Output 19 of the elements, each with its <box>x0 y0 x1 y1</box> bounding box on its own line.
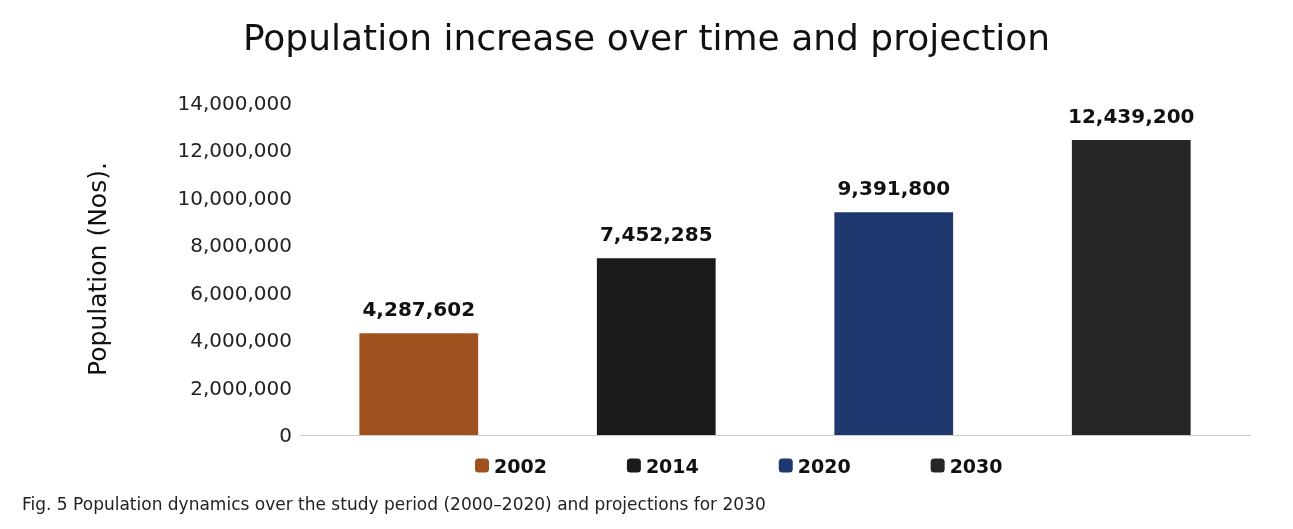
y-tick-label: 4,000,000 <box>190 328 292 353</box>
y-tick-label: 0 <box>279 423 292 447</box>
data-label: 4,287,602 <box>362 297 476 322</box>
y-axis-title: Population (Nos). <box>83 162 112 376</box>
legend-label: 2014 <box>645 454 699 477</box>
legend-label: 2030 <box>949 454 1003 477</box>
y-tick-label: 12,000,000 <box>177 138 292 163</box>
caption: Fig. 5 Population dynamics over the study period (2000–2020) and projections for 2030 <box>22 494 767 514</box>
legend-label: 2002 <box>494 454 547 477</box>
data-label: 7,452,285 <box>599 222 713 247</box>
y-tick-label: 6,000,000 <box>190 280 292 305</box>
chart-title: Population increase over time and projection <box>242 16 1051 58</box>
data-label: 12,439,200 <box>1067 104 1195 129</box>
data-label: 9,391,800 <box>837 176 951 201</box>
y-tick-label: 14,000,000 <box>177 91 292 115</box>
y-tick-label: 10,000,000 <box>177 185 292 210</box>
y-tick-label: 8,000,000 <box>190 233 292 258</box>
legend-label: 2020 <box>797 454 851 477</box>
y-tick-label: 2,000,000 <box>190 375 292 400</box>
